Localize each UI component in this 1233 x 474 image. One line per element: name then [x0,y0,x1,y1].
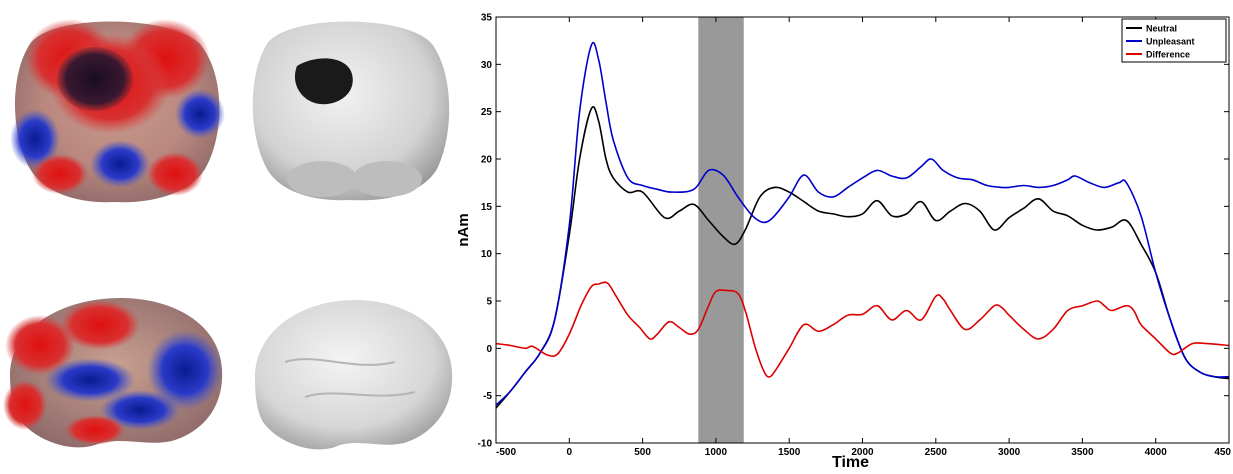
x-tick-label: 0 [567,447,573,458]
chart-legend: Neutral Unpleasant Difference [1121,18,1227,63]
legend-label-unpleasant: Unpleasant [1146,37,1195,47]
brain-lateral-roi [255,300,453,450]
y-tick-label: 30 [481,60,493,71]
x-tick-label: 3000 [998,447,1021,458]
x-axis-label: Time [832,454,870,471]
y-tick-label: 35 [481,13,493,24]
plot-frame [495,16,1230,444]
x-tick-label: 1000 [705,447,728,458]
x-tick-label: 500 [634,447,651,458]
legend-label-neutral: Neutral [1146,24,1177,34]
y-axis-label: nAm [455,213,472,247]
highlight-band [698,17,744,443]
legend-label-difference: Difference [1146,50,1190,60]
brain-posterior-source-map [10,19,225,203]
y-tick-label: -5 [483,391,492,402]
x-tick-label: -500 [496,447,516,458]
y-tick-label: 5 [486,297,492,308]
y-tick-label: 25 [481,107,493,118]
x-tick-label: 1500 [778,447,801,458]
y-tick-label: 15 [481,202,493,213]
brain-lateral-source-map [3,298,223,448]
y-tick-label: -10 [478,439,493,450]
brain-posterior-roi [252,21,450,201]
x-tick-label: 4000 [1145,447,1168,458]
y-tick-label: 0 [486,344,492,355]
series-line-neutral [495,106,1230,409]
x-tick-label: 2000 [851,447,874,458]
series-line-unpleasant [495,41,1230,406]
series-line-difference [495,281,1230,378]
y-tick-label: 10 [481,249,493,260]
y-tick-label: 20 [481,155,493,166]
x-tick-label: 3500 [1071,447,1094,458]
x-tick-label: 450 [1214,447,1231,458]
x-tick-label: 2500 [925,447,948,458]
